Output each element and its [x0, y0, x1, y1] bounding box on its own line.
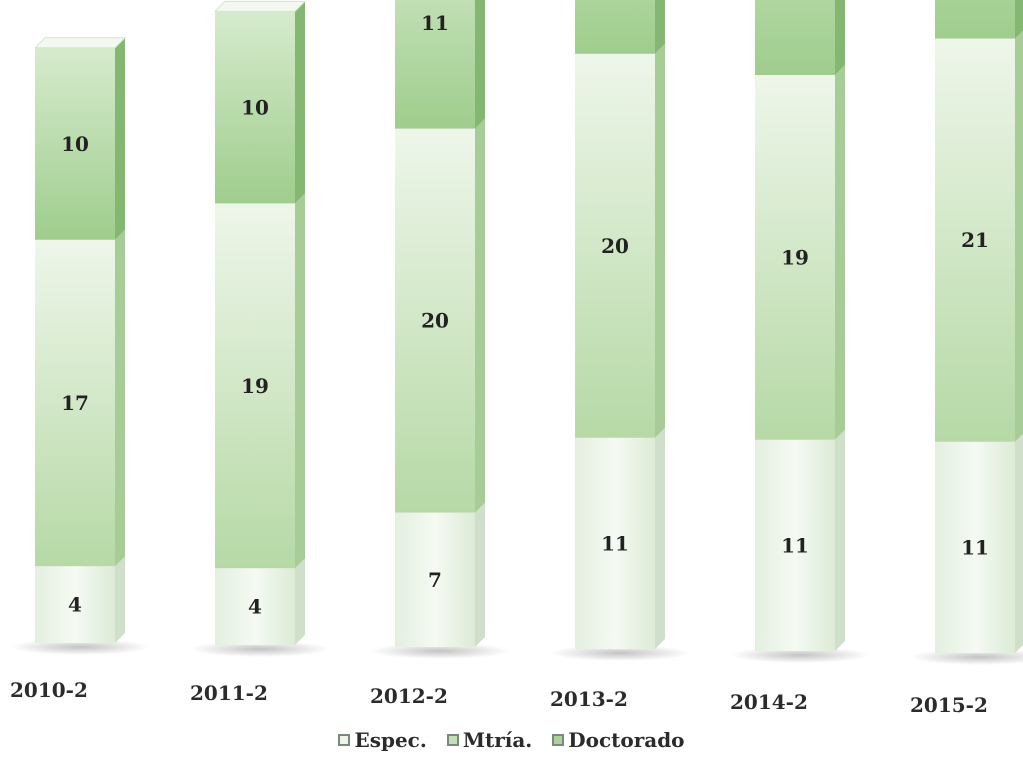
- legend-label-espec: Espec.: [354, 728, 427, 752]
- bar-group-2012-2: 7 20 11 2012-2: [370, 0, 510, 708]
- legend-swatch-doctorado: [552, 734, 565, 746]
- data-label-espec: 11: [781, 533, 809, 557]
- legend-item-mtria: Mtría.: [446, 728, 533, 752]
- bar-segment-doctorado: [575, 0, 655, 54]
- data-label-doctorado: 11: [421, 11, 449, 35]
- bar-side-doctorado: [115, 37, 125, 240]
- legend-label-doctorado: Doctorado: [568, 728, 685, 752]
- bar-side-espec: [655, 427, 665, 649]
- bar-segment-espec: [755, 439, 835, 651]
- bar-side-doctorado: [1015, 0, 1023, 39]
- legend: Espec. Mtría. Doctorado: [0, 728, 1023, 752]
- bar-side-doctorado: [835, 0, 845, 75]
- data-label-mtria: 20: [421, 309, 449, 333]
- data-label-espec: 11: [961, 535, 989, 559]
- bar-side-espec: [475, 502, 485, 647]
- bar-group-2010-2: 4 17 10 2010-2: [10, 37, 150, 702]
- bar-group-2015-2: 1121132015-2: [910, 0, 1023, 717]
- bar-group-2011-2: 4 19 10 2011-2: [190, 0, 330, 705]
- legend-label-mtria: Mtría.: [462, 728, 533, 752]
- bar-segment-doctorado: [935, 0, 1015, 39]
- bar-segment-espec: [35, 566, 115, 643]
- bar-group-2013-2: 1120122013-2: [550, 0, 690, 711]
- x-tick-label: 2013-2: [550, 687, 628, 711]
- bar-top-cap: [33, 37, 127, 49]
- bar-side-espec: [1015, 433, 1023, 653]
- data-label-mtria: 19: [781, 245, 809, 269]
- bar-segment-doctorado: [35, 47, 115, 240]
- legend-swatch-espec: [338, 734, 351, 746]
- bar-side-doctorado: [295, 1, 305, 204]
- legend-swatch-mtria: [446, 734, 459, 746]
- bar-segment-mtria: [575, 53, 655, 438]
- x-tick-label: 2012-2: [370, 684, 448, 708]
- data-label-espec: 7: [428, 568, 442, 592]
- data-label-espec: 4: [68, 593, 82, 617]
- legend-item-espec: Espec.: [338, 728, 427, 752]
- bar-side-doctorado: [655, 0, 665, 54]
- bar-group-2014-2: 1119132014-2: [730, 0, 870, 714]
- bar-side-espec: [115, 556, 125, 643]
- bar-segment-doctorado: [395, 0, 475, 129]
- bar-side-doctorado: [475, 0, 485, 129]
- legend-item-doctorado: Doctorado: [552, 728, 685, 752]
- data-label-doctorado: 10: [61, 132, 89, 156]
- data-label-mtria: 20: [601, 234, 629, 258]
- bar-segment-mtria: [935, 38, 1015, 442]
- bar-segment-espec: [395, 512, 475, 647]
- data-label-doctorado: 10: [241, 95, 269, 119]
- bar-segment-doctorado: [755, 0, 835, 75]
- bar-segment-mtria: [215, 203, 295, 569]
- bar-side-espec: [295, 558, 305, 645]
- bar-segment-mtria: [35, 239, 115, 567]
- bars-layer: 417102010-2419102011-2720112012-21120122…: [10, 0, 1023, 717]
- bar-segment-espec: [575, 437, 655, 649]
- data-label-mtria: 17: [61, 391, 89, 415]
- bar-side-espec: [835, 429, 845, 651]
- bar-segment-mtria: [755, 75, 835, 440]
- bar-segment-espec: [215, 568, 295, 645]
- x-tick-label: 2014-2: [730, 690, 808, 714]
- data-label-espec: 4: [248, 595, 262, 619]
- bar-side-mtria: [655, 43, 665, 438]
- data-label-espec: 11: [601, 531, 629, 555]
- bar-segment-mtria: [395, 128, 475, 513]
- x-tick-label: 2011-2: [190, 681, 268, 705]
- x-tick-label: 2015-2: [910, 693, 988, 717]
- bar-side-mtria: [1015, 30, 1023, 442]
- bar-shadow: [910, 649, 1023, 665]
- x-tick-label: 2010-2: [10, 678, 88, 702]
- data-label-mtria: 21: [961, 228, 989, 252]
- bar-segment-doctorado: [215, 11, 295, 204]
- bar-side-mtria: [115, 229, 125, 567]
- bar-segment-espec: [935, 441, 1015, 653]
- bar-top-cap: [213, 0, 307, 12]
- bar-side-mtria: [295, 193, 305, 569]
- bar-side-mtria: [835, 65, 845, 440]
- bar-side-mtria: [475, 118, 485, 513]
- data-label-mtria: 19: [241, 374, 269, 398]
